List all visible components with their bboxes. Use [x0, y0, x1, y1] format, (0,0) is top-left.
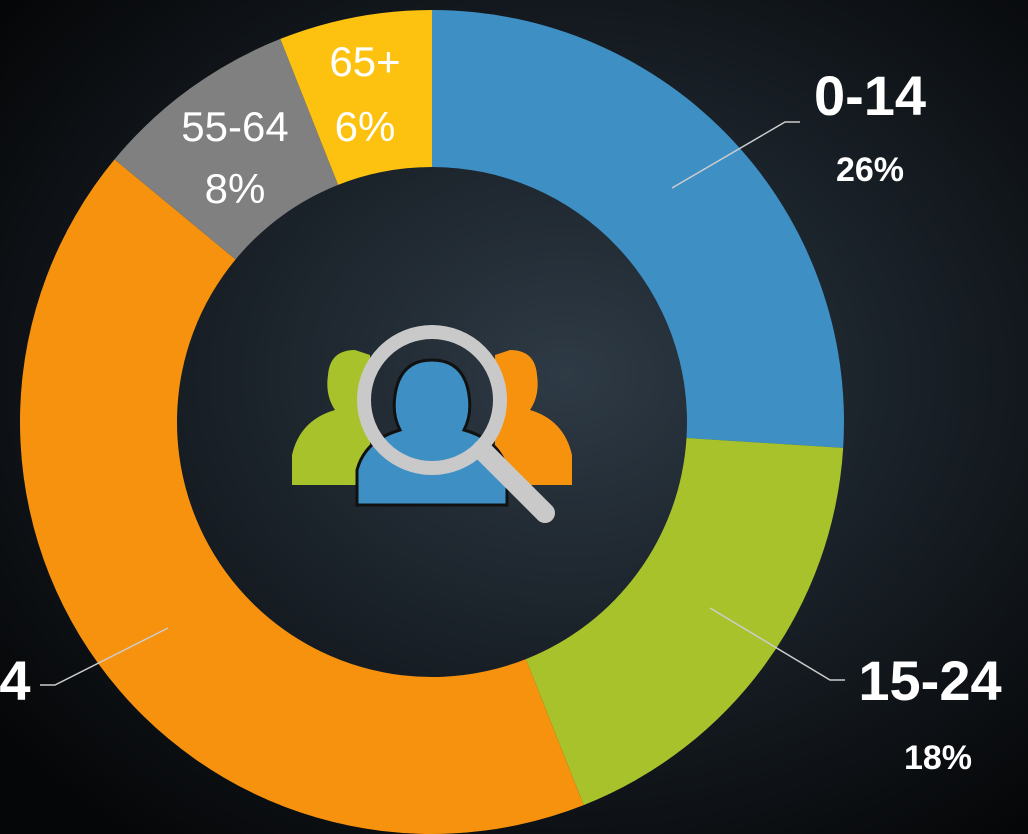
value-label: 8% [205, 165, 266, 212]
chart: 0-14 26% 15-24 18% 4 55-64 8% 65+ 6% [0, 0, 1028, 834]
category-label: 15-24 [858, 649, 1001, 712]
page: 0-1426%15-2418%455-648%65+6% (() => { co… [0, 0, 1028, 834]
value-label: 6% [335, 103, 396, 150]
value-label: 18% [904, 739, 972, 777]
category-label: 4 [0, 649, 31, 712]
value-label: 26% [836, 151, 904, 189]
category-label: 0-14 [814, 64, 926, 127]
category-label: 55-64 [181, 103, 288, 150]
category-label: 65+ [329, 38, 400, 85]
